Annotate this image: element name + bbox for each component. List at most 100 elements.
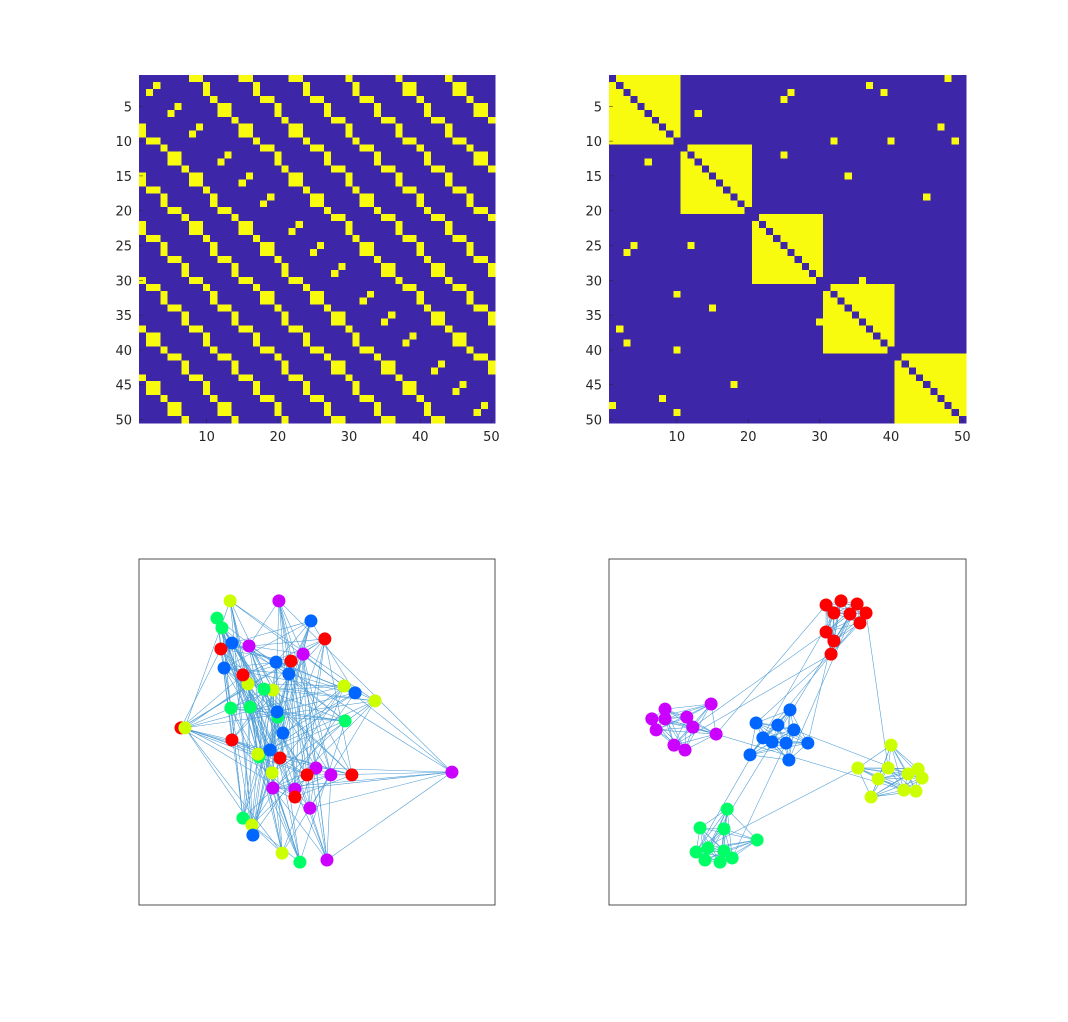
cell bbox=[360, 416, 367, 423]
cell bbox=[887, 186, 894, 193]
cell bbox=[281, 367, 288, 374]
cell bbox=[616, 165, 623, 172]
cell bbox=[253, 110, 260, 117]
cell bbox=[887, 193, 894, 200]
cell bbox=[438, 333, 445, 340]
cell bbox=[873, 103, 880, 110]
cell bbox=[652, 263, 659, 270]
cell bbox=[367, 367, 374, 374]
cell bbox=[459, 179, 466, 186]
cell bbox=[310, 193, 317, 200]
x-tick-label: 40 bbox=[412, 430, 429, 445]
cell bbox=[160, 263, 167, 270]
cell bbox=[709, 124, 716, 131]
cell bbox=[410, 402, 417, 409]
cell bbox=[289, 381, 296, 388]
cell bbox=[296, 291, 303, 298]
cell bbox=[203, 179, 210, 186]
cell bbox=[923, 228, 930, 235]
cell bbox=[374, 319, 381, 326]
cell bbox=[431, 131, 438, 138]
cell bbox=[289, 416, 296, 423]
cell bbox=[196, 235, 203, 242]
cell bbox=[395, 367, 402, 374]
cell bbox=[196, 291, 203, 298]
cell bbox=[880, 346, 887, 353]
cell bbox=[182, 214, 189, 221]
cell bbox=[175, 103, 182, 110]
cell bbox=[260, 270, 267, 277]
cell bbox=[146, 207, 153, 214]
cell bbox=[360, 402, 367, 409]
cell bbox=[217, 186, 224, 193]
cell bbox=[160, 249, 167, 256]
cell bbox=[431, 165, 438, 172]
cell bbox=[716, 388, 723, 395]
cell bbox=[317, 367, 324, 374]
cell bbox=[802, 256, 809, 263]
cell bbox=[759, 326, 766, 333]
cell bbox=[752, 179, 759, 186]
cell bbox=[788, 159, 795, 166]
cell bbox=[909, 277, 916, 284]
cell bbox=[281, 165, 288, 172]
cell bbox=[930, 291, 937, 298]
cell bbox=[680, 360, 687, 367]
cell bbox=[167, 346, 174, 353]
cell bbox=[695, 221, 702, 228]
cell bbox=[431, 89, 438, 96]
cell bbox=[616, 360, 623, 367]
cell bbox=[788, 242, 795, 249]
cell bbox=[730, 179, 737, 186]
cell bbox=[374, 165, 381, 172]
cell bbox=[773, 179, 780, 186]
cell bbox=[196, 263, 203, 270]
cell bbox=[795, 82, 802, 89]
cell bbox=[395, 270, 402, 277]
cell bbox=[224, 124, 231, 131]
cell bbox=[866, 326, 873, 333]
cell bbox=[324, 319, 331, 326]
cell bbox=[217, 395, 224, 402]
cell bbox=[317, 409, 324, 416]
cell bbox=[445, 124, 452, 131]
cell bbox=[916, 367, 923, 374]
cell bbox=[759, 193, 766, 200]
cell bbox=[738, 326, 745, 333]
cell bbox=[281, 159, 288, 166]
cell bbox=[952, 388, 959, 395]
cell bbox=[459, 138, 466, 145]
cell bbox=[730, 388, 737, 395]
cell bbox=[666, 346, 673, 353]
cell bbox=[659, 200, 666, 207]
cell bbox=[345, 117, 352, 124]
cell bbox=[723, 75, 730, 82]
cell bbox=[773, 360, 780, 367]
cell bbox=[852, 82, 859, 89]
cell bbox=[809, 200, 816, 207]
cell bbox=[916, 172, 923, 179]
cell bbox=[937, 374, 944, 381]
cell bbox=[616, 159, 623, 166]
cell bbox=[317, 333, 324, 340]
cell bbox=[481, 159, 488, 166]
cell bbox=[445, 172, 452, 179]
cell bbox=[374, 298, 381, 305]
cell bbox=[324, 89, 331, 96]
cell bbox=[310, 409, 317, 416]
cell bbox=[895, 165, 902, 172]
cell bbox=[873, 319, 880, 326]
cell bbox=[766, 333, 773, 340]
cell bbox=[189, 270, 196, 277]
cell bbox=[852, 145, 859, 152]
y-tick-label: 45 bbox=[115, 379, 132, 394]
cell bbox=[909, 82, 916, 89]
cell bbox=[952, 319, 959, 326]
cell bbox=[623, 360, 630, 367]
cell bbox=[281, 82, 288, 89]
cell bbox=[645, 416, 652, 423]
cell bbox=[488, 152, 495, 159]
cell bbox=[723, 284, 730, 291]
cell bbox=[239, 346, 246, 353]
